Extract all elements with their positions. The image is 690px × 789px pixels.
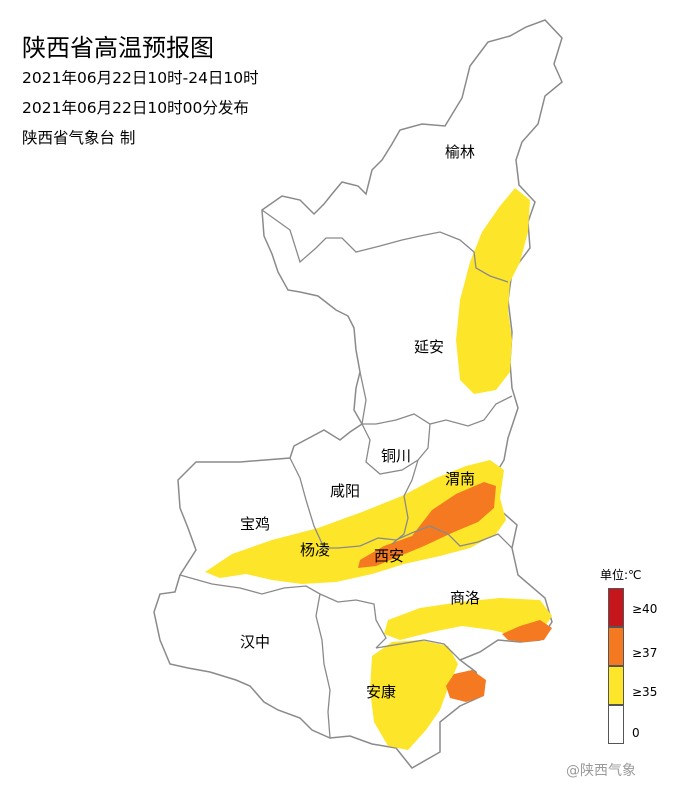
boundary-yanan-south bbox=[359, 371, 513, 427]
legend-label-0: 0 bbox=[632, 726, 640, 740]
boundary-xian-south bbox=[324, 525, 513, 549]
city-label-hanzhong: 汉中 bbox=[240, 633, 270, 651]
city-label-xianyang: 咸阳 bbox=[330, 482, 360, 500]
legend-label-37: ≥37 bbox=[632, 646, 658, 660]
weibo-watermark: @陕西气象 bbox=[566, 763, 636, 779]
city-label-xian: 西安 bbox=[374, 547, 404, 565]
province-outline bbox=[153, 19, 563, 769]
boundary-weinan-west bbox=[391, 459, 419, 545]
heat-area-orange-shangluo bbox=[502, 620, 552, 642]
legend-swatch-35 bbox=[608, 666, 624, 705]
heat-area-yellow-ankang bbox=[370, 640, 458, 750]
city-label-ankang: 安康 bbox=[366, 683, 396, 701]
legend-swatch-40 bbox=[608, 588, 624, 627]
boundary-tongchuan bbox=[361, 423, 431, 475]
city-label-yangling: 杨凌 bbox=[300, 541, 330, 559]
city-label-yanan: 延安 bbox=[414, 338, 444, 356]
boundary-shangluo-ankang bbox=[375, 639, 461, 661]
city-label-weinan: 渭南 bbox=[445, 470, 475, 488]
heat-area-yellow-central bbox=[205, 460, 506, 584]
legend-label-35: ≥35 bbox=[632, 685, 658, 699]
legend-swatch-37 bbox=[608, 627, 624, 666]
internal-boundaries bbox=[179, 209, 513, 739]
map-title: 陕西省高温预报图 bbox=[22, 34, 214, 62]
legend-unit: 单位:℃ bbox=[600, 568, 642, 582]
producer: 陕西省气象台 制 bbox=[22, 129, 136, 147]
legend-label-40: ≥40 bbox=[632, 602, 658, 616]
legend-swatch-0 bbox=[608, 705, 624, 744]
boundary-xianyang-west bbox=[289, 457, 325, 549]
heat-area-yellow-south-band bbox=[384, 598, 552, 640]
heat-area-orange-weinan bbox=[358, 482, 496, 568]
city-label-baoji: 宝鸡 bbox=[240, 515, 270, 533]
city-label-tongchuan: 铜川 bbox=[381, 447, 411, 465]
boundary-yulin-yanan bbox=[261, 209, 509, 283]
valid-period: 2021年06月22日10时-24日10时 bbox=[22, 69, 259, 87]
heat-area-orange-ankang bbox=[446, 670, 486, 702]
city-label-shangluo: 商洛 bbox=[450, 589, 480, 607]
city-label-yulin: 榆林 bbox=[445, 143, 475, 161]
issue-time: 2021年06月22日10时00分发布 bbox=[22, 99, 249, 117]
boundary-hanzhong-ankang bbox=[315, 593, 331, 739]
heat-area-yellow-north bbox=[456, 188, 530, 394]
